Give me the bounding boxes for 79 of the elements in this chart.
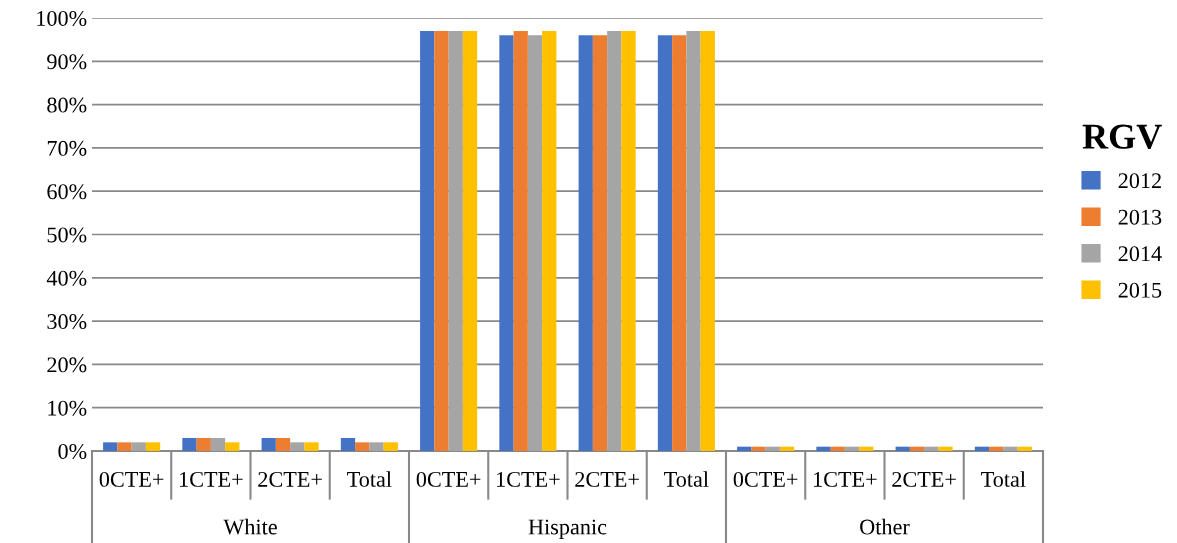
bar bbox=[304, 442, 319, 451]
bar bbox=[751, 446, 766, 451]
bar bbox=[369, 442, 384, 451]
bar bbox=[210, 438, 226, 451]
bar bbox=[737, 446, 752, 451]
bar bbox=[513, 30, 528, 451]
bar bbox=[700, 30, 715, 451]
bar bbox=[765, 446, 780, 451]
bar bbox=[592, 35, 608, 451]
bar bbox=[261, 438, 276, 451]
bar bbox=[527, 35, 543, 451]
bar bbox=[499, 35, 514, 451]
y-tick-label: 50% bbox=[47, 227, 87, 243]
bar bbox=[657, 35, 673, 451]
y-tick-label: 70% bbox=[47, 140, 87, 156]
legend-label: 2013 bbox=[1118, 209, 1162, 225]
bar bbox=[938, 446, 953, 451]
bar bbox=[909, 446, 925, 451]
bar bbox=[225, 442, 240, 451]
bar bbox=[672, 35, 687, 451]
y-tick-label: 20% bbox=[47, 357, 87, 373]
y-tick-label: 60% bbox=[47, 184, 87, 200]
bar bbox=[103, 442, 118, 451]
text: Other bbox=[860, 518, 910, 535]
bar bbox=[462, 30, 478, 451]
x-tick-label: 1CTE+ bbox=[180, 471, 243, 487]
bar bbox=[989, 446, 1004, 451]
bar bbox=[1003, 446, 1018, 451]
y-tick-label: 0% bbox=[58, 443, 87, 459]
text: Hispanic bbox=[528, 519, 607, 540]
x-tick-label: 1CTE+ bbox=[497, 471, 560, 487]
legend-label: 2014 bbox=[1118, 246, 1162, 262]
bar bbox=[290, 442, 305, 451]
text: White bbox=[223, 518, 277, 535]
y-tick-label: 80% bbox=[47, 97, 87, 113]
x-tick-label: 0CTE+ bbox=[99, 471, 164, 487]
y-tick-label: 30% bbox=[47, 314, 87, 330]
legend-title: RGV bbox=[1082, 124, 1162, 150]
bar bbox=[924, 446, 939, 451]
bar bbox=[117, 442, 132, 451]
bar bbox=[355, 442, 370, 451]
x-tick-label: 1CTE+ bbox=[814, 471, 877, 487]
x-tick-label: Total bbox=[664, 471, 709, 487]
x-tick-label: 2CTE+ bbox=[575, 471, 639, 487]
bar bbox=[182, 438, 197, 451]
bar bbox=[859, 446, 874, 451]
bar bbox=[131, 442, 146, 451]
y-tick-label: 40% bbox=[46, 270, 87, 286]
bar bbox=[974, 446, 990, 451]
x-tick-label: 2CTE+ bbox=[892, 471, 956, 487]
bar bbox=[816, 446, 831, 451]
legend-label: 2012 bbox=[1118, 173, 1161, 189]
bar bbox=[448, 30, 463, 451]
bar bbox=[434, 30, 449, 451]
bar bbox=[844, 446, 860, 451]
bar bbox=[145, 442, 161, 451]
bar bbox=[275, 438, 291, 451]
x-tick-label: 0CTE+ bbox=[416, 471, 481, 487]
legend-label: 2015 bbox=[1118, 282, 1162, 298]
bar bbox=[383, 442, 398, 451]
x-tick-label: 2CTE+ bbox=[258, 471, 322, 487]
bar bbox=[621, 30, 636, 451]
bar bbox=[196, 438, 211, 451]
y-tick-label: 90% bbox=[47, 54, 87, 70]
bar bbox=[340, 438, 356, 451]
bar bbox=[895, 446, 910, 451]
x-tick-label: Total bbox=[347, 471, 392, 487]
x-tick-label: 0CTE+ bbox=[733, 471, 798, 487]
bar bbox=[607, 30, 622, 451]
bar bbox=[542, 30, 557, 451]
bar bbox=[830, 446, 845, 451]
x-tick-label: Total bbox=[981, 471, 1026, 487]
bar bbox=[420, 30, 435, 451]
bar bbox=[578, 35, 593, 451]
y-tick-label: 100% bbox=[37, 10, 87, 26]
bar bbox=[686, 30, 701, 451]
y-tick-label: 10% bbox=[48, 400, 87, 416]
bar bbox=[1017, 446, 1032, 451]
bar bbox=[779, 446, 795, 451]
